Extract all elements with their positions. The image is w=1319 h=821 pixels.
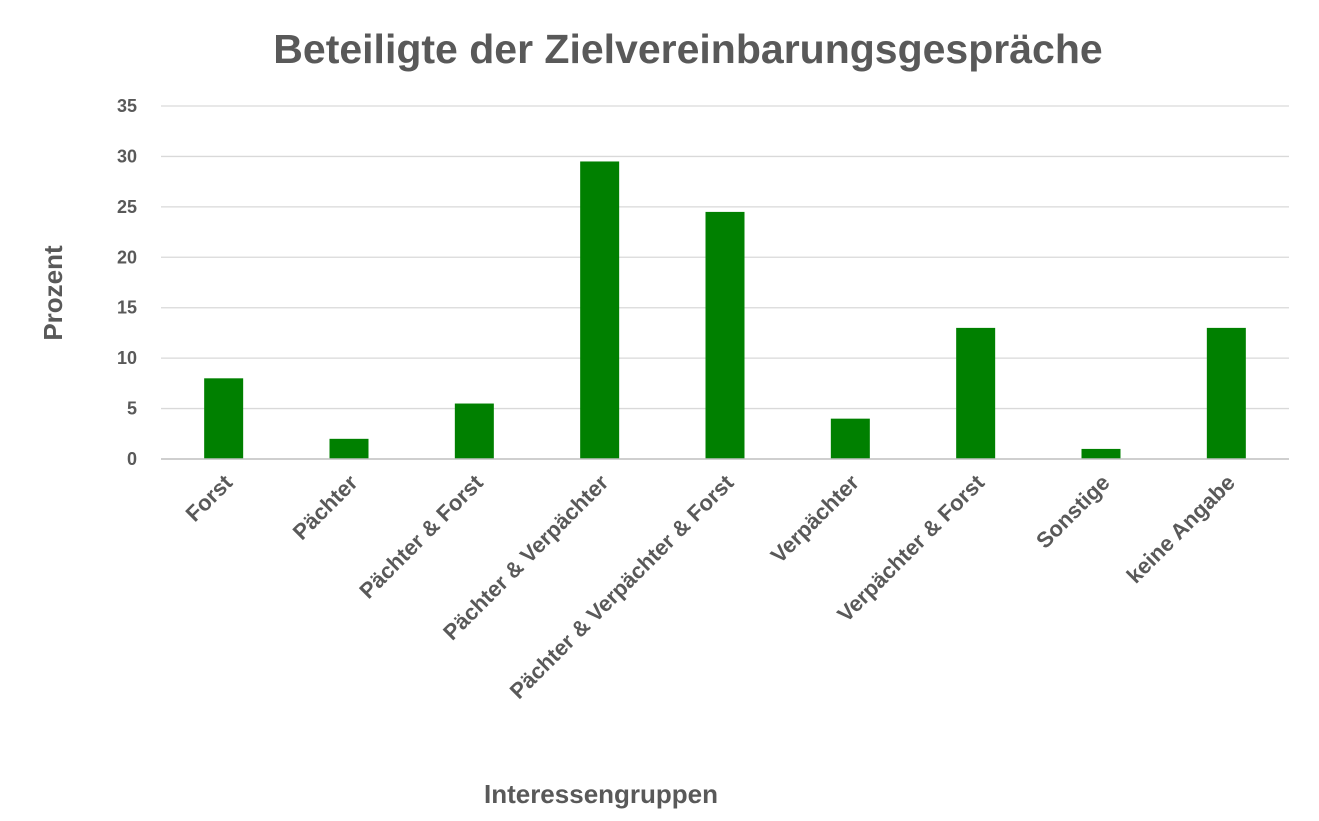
bar bbox=[1081, 448, 1121, 459]
bar bbox=[454, 403, 494, 459]
y-tick-label: 20 bbox=[117, 247, 137, 267]
x-axis-label: Interessengruppen bbox=[484, 779, 718, 809]
bar bbox=[580, 161, 620, 459]
x-tick-label: Sonstige bbox=[1031, 470, 1114, 553]
x-tick-label: Verpächter bbox=[766, 470, 864, 568]
chart-title: Beteiligte der Zielvereinbarungsgespräch… bbox=[273, 26, 1102, 72]
x-tick-label: Pächter & Forst bbox=[354, 469, 488, 603]
y-tick-label: 0 bbox=[127, 449, 137, 469]
bar bbox=[329, 438, 369, 459]
bar bbox=[1206, 327, 1246, 459]
y-tick-label: 25 bbox=[117, 197, 137, 217]
x-tick-label: keine Angabe bbox=[1122, 470, 1240, 588]
bar bbox=[705, 211, 745, 459]
y-tick-label: 30 bbox=[117, 146, 137, 166]
y-axis-label: Prozent bbox=[38, 245, 68, 341]
bar bbox=[830, 418, 870, 459]
x-tick-label: Pächter bbox=[288, 470, 363, 545]
y-tick-label: 15 bbox=[117, 298, 137, 318]
y-axis-ticks: 0 5 10 15 20 25 30 35 bbox=[117, 96, 137, 469]
y-tick-label: 35 bbox=[117, 96, 137, 116]
bar bbox=[956, 327, 996, 459]
y-tick-label: 5 bbox=[127, 399, 137, 419]
bars bbox=[204, 161, 1246, 459]
y-tick-label: 10 bbox=[117, 348, 137, 368]
bar bbox=[204, 378, 244, 459]
x-tick-label: Pächter & Verpächter & Forst bbox=[505, 469, 739, 703]
x-tick-label: Forst bbox=[181, 469, 238, 526]
